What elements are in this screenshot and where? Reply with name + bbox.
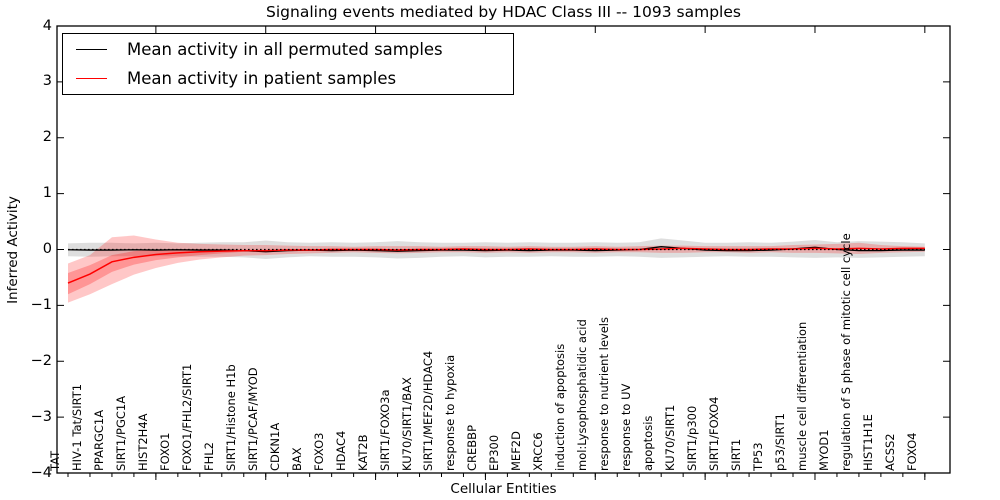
x-tick-label: CDKN1A: [267, 422, 282, 471]
x-tick-label: SIRT1/FOXO3a: [377, 389, 392, 471]
x-tick-label: KAT2B: [355, 434, 370, 471]
x-tick-label: ACSS2: [882, 433, 897, 471]
band-permuted-samples-range: [68, 238, 925, 259]
x-tick-label: MYOD1: [816, 429, 831, 471]
x-tick-label: muscle cell differentiation: [794, 321, 809, 471]
x-tick-label: PPARGC1A: [91, 409, 106, 471]
x-tick-label: TAT: [48, 450, 62, 471]
y-tick-label: −2: [30, 352, 52, 369]
y-tick-label: 3: [42, 73, 52, 90]
legend-line-permuted-icon: [76, 48, 107, 50]
band-patient-samples-range: [68, 235, 925, 303]
band-patient-samples-inner-range: [68, 248, 925, 295]
x-tick-label: BAX: [289, 447, 304, 471]
y-tick-label: 1: [42, 185, 52, 202]
x-tick-label: HDAC4: [333, 430, 348, 471]
x-tick-label: SIRT1/PGC1A: [113, 395, 128, 471]
x-tick-label: mol:Lysophosphatidic acid: [575, 319, 590, 471]
x-tick-label: FOXO4: [904, 432, 919, 471]
x-tick-label: KU70/SIRT1/BAX: [399, 377, 414, 471]
legend-entry-permuted: Mean activity in all permuted samples: [63, 35, 513, 63]
legend-label-patient: Mean activity in patient samples: [127, 69, 397, 89]
legend-entry-patient: Mean activity in patient samples: [63, 65, 513, 93]
x-tick-label: SIRT1/PCAF/MYOD: [245, 367, 260, 471]
x-tick-label: TP53: [751, 442, 766, 471]
x-tick-label: MEF2D: [509, 431, 524, 471]
y-tick-label: −3: [30, 408, 52, 425]
x-tick-label: response to nutrient levels: [597, 317, 612, 471]
x-tick-label: HIST2H4A: [135, 413, 150, 471]
y-tick-label: −1: [30, 296, 52, 313]
x-tick-label: SIRT1/MEF2D/HDAC4: [421, 350, 436, 471]
x-tick-label: p53/SIRT1: [773, 413, 787, 471]
x-tick-label: HIV-1 Tat/SIRT1: [69, 383, 84, 471]
y-tick-label: 0: [42, 241, 52, 257]
x-tick-label: regulation of S phase of mitotic cell cy…: [838, 233, 853, 471]
x-tick-label: FOXO3: [311, 432, 326, 471]
legend: Mean activity in all permuted samples Me…: [62, 33, 514, 95]
x-tick-label: EP300: [487, 434, 502, 471]
y-tick-label: 4: [42, 17, 52, 34]
axes-frame: [56, 25, 951, 474]
x-tick-label: response to UV: [619, 383, 634, 471]
y-tick-label: 2: [42, 129, 52, 146]
legend-label-permuted: Mean activity in all permuted samples: [127, 39, 443, 59]
x-tick-label: FOXO1/FHL2/SIRT1: [179, 363, 194, 471]
x-tick-label: induction of apoptosis: [553, 343, 568, 471]
x-tick-label: CREBBP: [465, 425, 480, 471]
x-tick-label: FOXO1: [157, 432, 172, 471]
x-tick-label: FHL2: [201, 442, 216, 471]
x-tick-label: SIRT1/FOXO4: [707, 396, 722, 471]
legend-line-patient-icon: [76, 78, 107, 80]
x-axis-title: Cellular Entities: [450, 481, 557, 497]
y-tick-label: −4: [30, 464, 52, 481]
x-tick-label: apoptosis: [641, 415, 656, 471]
x-tick-label: HIST1H1E: [860, 414, 875, 471]
x-tick-label: SIRT1: [729, 438, 744, 471]
x-tick-label: SIRT1/p300: [685, 405, 700, 471]
x-tick-label: KU70/SIRT1: [663, 404, 678, 471]
x-tick-label: XRCC6: [531, 432, 546, 471]
chart-title: Signaling events mediated by HDAC Class …: [266, 3, 741, 21]
x-tick-label: SIRT1/Histone H1b: [223, 364, 238, 471]
x-tick-label: response to hypoxia: [443, 354, 458, 471]
